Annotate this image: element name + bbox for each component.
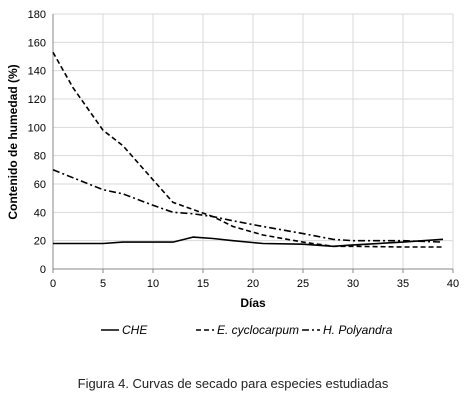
y-tick-label: 140 <box>28 66 46 78</box>
y-tick-label: 40 <box>34 207 46 219</box>
series-line-h-polyandra <box>52 169 444 243</box>
legend-label: H. Polyandra <box>323 323 393 337</box>
x-tick-label: 40 <box>447 278 459 290</box>
series-line-e-cyclocarpum <box>52 51 443 248</box>
tick-labels: 0 20 40 60 80 100 120 140 160 180 0 5 10 15 20 25 30 35 40 <box>28 9 459 290</box>
legend-label: CHE <box>122 323 148 337</box>
chart-grid <box>53 13 454 269</box>
y-axis-label: Contenido de humedad (%) <box>6 64 20 219</box>
y-tick-label: 80 <box>34 151 46 163</box>
chart-axes <box>52 14 454 273</box>
x-tick-label: 25 <box>297 278 309 290</box>
y-tick-label: 0 <box>40 264 46 276</box>
drying-curves-chart: 0 20 40 60 80 100 120 140 160 180 0 5 10 15 20 25 30 35 40… <box>6 9 459 337</box>
chart-series <box>52 51 444 248</box>
x-tick-label: 15 <box>197 278 209 290</box>
legend: CHE E. cyclocarpum H. Polyandra <box>101 323 393 337</box>
series-line-che <box>53 236 444 248</box>
y-tick-label: 20 <box>34 236 46 248</box>
x-tick-label: 0 <box>50 278 56 290</box>
y-tick-label: 120 <box>28 94 46 106</box>
y-tick-label: 160 <box>28 37 46 49</box>
x-tick-label: 5 <box>100 278 106 290</box>
legend-label: E. cyclocarpum <box>217 323 299 337</box>
y-tick-label: 180 <box>28 9 46 21</box>
x-axis-label: Días <box>240 296 266 310</box>
x-tick-label: 10 <box>147 278 159 290</box>
y-tick-label: 60 <box>34 179 46 191</box>
figure-caption: Figura 4. Curvas de secado para especies… <box>77 376 389 391</box>
y-tick-label: 100 <box>28 122 46 134</box>
x-tick-label: 30 <box>347 278 359 290</box>
x-tick-label: 35 <box>397 278 409 290</box>
x-tick-label: 20 <box>247 278 259 290</box>
